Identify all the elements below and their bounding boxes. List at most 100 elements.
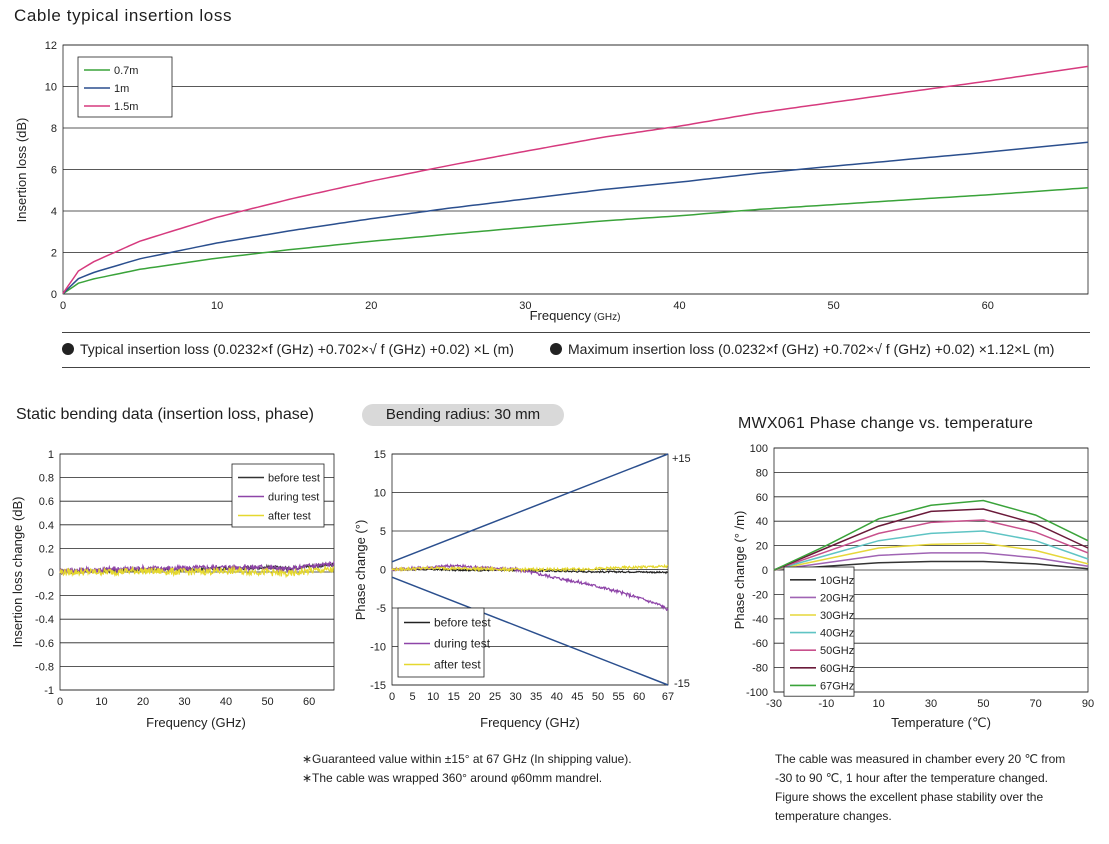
typical-formula: Typical insertion loss (0.0232×f (GHz) +… <box>62 341 514 357</box>
legend-label: 50GHz <box>820 645 854 657</box>
x-tick-label: 45 <box>571 691 583 703</box>
bullet-icon <box>62 343 74 355</box>
y-tick-label: -40 <box>752 614 768 626</box>
x-tick-label: 50 <box>828 300 840 312</box>
note-line: ∗The cable was wrapped 360° around φ60mm… <box>302 771 603 785</box>
note-line: temperature changes. <box>775 809 892 823</box>
max-formula: Maximum insertion loss (0.0232×f (GHz) +… <box>550 341 1054 357</box>
x-tick-label: 0 <box>389 691 395 703</box>
x-tick-label: -10 <box>818 698 834 710</box>
legend-box <box>783 566 855 697</box>
series-line <box>773 519 1089 571</box>
x-tick-label: 55 <box>612 691 624 703</box>
x-tick-label: 20 <box>137 696 149 708</box>
x-tick-label: 10 <box>95 696 107 708</box>
x-tick-label: 30 <box>519 300 531 312</box>
max-formula-text: Maximum insertion loss (0.0232×f (GHz) +… <box>568 341 1055 357</box>
y-tick-label: 0.2 <box>39 543 54 555</box>
series-line <box>773 508 1089 571</box>
series-line <box>773 552 1089 571</box>
y-tick-label: -15 <box>370 680 386 692</box>
x-tick-label: 5 <box>410 691 416 703</box>
x-tick-label: 35 <box>530 691 542 703</box>
series-line <box>62 65 1089 294</box>
y-tick-label: -100 <box>746 687 768 699</box>
main-title: Cable typical insertion loss <box>14 6 233 25</box>
y-tick-label: -80 <box>752 663 768 675</box>
x-tick-label: 70 <box>1030 698 1042 710</box>
x-axis-label: Frequency (GHz) <box>480 715 580 730</box>
bending-notes: ∗Guaranteed value within ±15° at 67 GHz … <box>302 750 632 788</box>
limit-annotation: +15 <box>672 453 691 465</box>
x-tick-label: 60 <box>633 691 645 703</box>
note-line: Figure shows the excellent phase stabili… <box>775 790 1044 804</box>
legend-box <box>397 607 485 678</box>
x-tick-label: 0 <box>57 696 63 708</box>
x-tick-label: 30 <box>925 698 937 710</box>
legend-label: 40GHz <box>820 628 854 640</box>
y-tick-label: -0.4 <box>35 614 54 626</box>
y-tick-label: 60 <box>756 492 768 504</box>
legend-label: during test <box>434 637 491 651</box>
y-axis-label: Insertion loss change (dB) <box>10 496 25 647</box>
x-tick-label: 10 <box>211 300 223 312</box>
x-tick-label: 60 <box>303 696 315 708</box>
legend-label: 1m <box>114 83 129 95</box>
y-tick-label: 0.4 <box>39 520 54 532</box>
x-tick-label: 10 <box>873 698 885 710</box>
y-tick-label: 0 <box>51 289 57 301</box>
x-tick-label: 20 <box>365 300 377 312</box>
y-tick-label: 0.6 <box>39 496 54 508</box>
x-tick-label: 40 <box>673 300 685 312</box>
series-line <box>62 141 1089 295</box>
y-tick-label: 15 <box>374 449 386 461</box>
legend-label: 30GHz <box>820 610 854 622</box>
note-line: ∗Guaranteed value within ±15° at 67 GHz … <box>302 752 632 766</box>
y-tick-label: 20 <box>756 541 768 553</box>
y-tick-label: 6 <box>51 165 57 177</box>
legend-box <box>231 463 325 528</box>
y-tick-label: 0 <box>48 567 54 579</box>
legend-label: 67GHz <box>820 680 854 692</box>
note-line: The cable was measured in chamber every … <box>775 752 1066 766</box>
y-tick-label: 8 <box>51 123 57 135</box>
y-tick-label: -20 <box>752 589 768 601</box>
x-tick-label: 10 <box>427 691 439 703</box>
y-tick-label: -0.8 <box>35 661 54 673</box>
x-tick-label: 30 <box>509 691 521 703</box>
x-tick-label: 20 <box>468 691 480 703</box>
note-line: -30 to 90 ℃, 1 hour after the temperatur… <box>775 771 1048 785</box>
bending-title: Static bending data (insertion loss, pha… <box>16 406 314 423</box>
y-axis-label: Phase change (° /m) <box>732 511 747 630</box>
series-line <box>773 542 1089 571</box>
y-tick-label: 40 <box>756 516 768 528</box>
y-tick-label: -60 <box>752 638 768 650</box>
x-tick-label: 30 <box>178 696 190 708</box>
legend-label: 10GHz <box>820 575 854 587</box>
y-tick-label: 100 <box>750 443 768 455</box>
legend-label: before test <box>268 473 320 485</box>
y-tick-label: 10 <box>45 82 57 94</box>
y-tick-label: 0 <box>762 565 768 577</box>
y-tick-label: -0.2 <box>35 591 54 603</box>
legend-label: before test <box>434 616 491 630</box>
series-line <box>391 563 669 573</box>
series-line <box>391 563 669 612</box>
y-axis-label: Phase change (°) <box>353 520 368 621</box>
y-tick-label: 12 <box>45 40 57 52</box>
x-tick-label: 90 <box>1082 698 1094 710</box>
y-tick-label: 2 <box>51 248 57 260</box>
y-tick-label: 80 <box>756 467 768 479</box>
legend-label: during test <box>268 492 319 504</box>
series-line <box>773 560 1089 571</box>
bullet-icon <box>550 343 562 355</box>
legend-box <box>77 56 173 118</box>
y-tick-label: 1 <box>48 449 54 461</box>
y-axis-label: Insertion loss (dB) <box>14 118 29 223</box>
x-axis-label: Temperature (℃) <box>891 715 991 730</box>
x-tick-label: 25 <box>489 691 501 703</box>
y-tick-label: -10 <box>370 642 386 654</box>
x-tick-label: 40 <box>220 696 232 708</box>
limit-annotation: -15 <box>674 678 690 690</box>
bending-radius-badge: Bending radius: 30 mm <box>362 404 564 426</box>
